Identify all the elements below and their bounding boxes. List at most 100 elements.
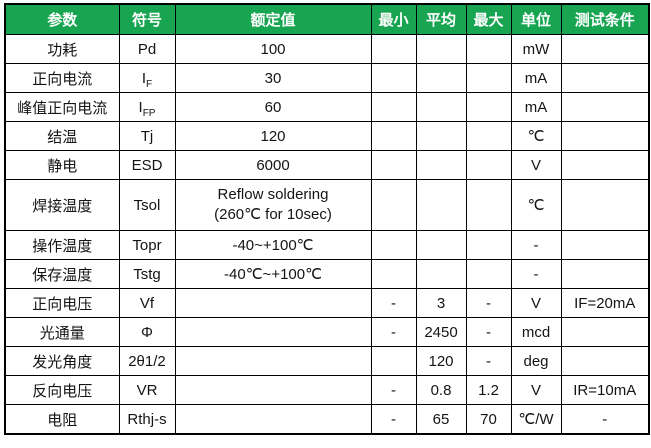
symbol-base: Topr: [132, 236, 162, 254]
param-cell: 保存温度: [4, 259, 120, 289]
symbol-base: Vf: [139, 294, 155, 312]
max-cell: 1.2: [465, 375, 512, 405]
param-cell: 光通量: [4, 317, 120, 347]
symbol-cell: ESD: [118, 150, 176, 180]
table-row: 焊接温度 Tsol Reflow soldering (260℃ for 10sec)…: [4, 179, 650, 231]
test-condition-cell: [560, 92, 650, 122]
symbol-base: I: [138, 98, 143, 116]
avg-cell: 65: [415, 404, 467, 435]
avg-cell: 120: [415, 346, 467, 376]
min-cell: [370, 63, 417, 93]
symbol-cell: VR: [118, 375, 176, 405]
rated-cell: [174, 288, 372, 318]
table-row: 反向电压 VR -0.8 1.2 V IR=10mA: [4, 375, 650, 405]
unit-cell: -: [510, 259, 562, 289]
test-condition-cell: [560, 34, 650, 64]
symbol-base: Tsol: [133, 196, 161, 214]
table-row: 操作温度 Topr -40~+100℃ -: [4, 230, 650, 260]
max-cell: [465, 150, 512, 180]
avg-cell: 3: [415, 288, 467, 318]
avg-cell: [415, 230, 467, 260]
symbol-cell: 2θ1/2: [118, 346, 176, 376]
symbol-cell: Tstg: [118, 259, 176, 289]
param-cell: 正向电流: [4, 63, 120, 93]
rated-cell: 120: [174, 121, 372, 151]
header-cell: 符号: [118, 3, 176, 35]
param-cell: 电阻: [4, 404, 120, 435]
unit-cell: mW: [510, 34, 562, 64]
header-cell: 额定值: [174, 3, 372, 35]
symbol-cell: Tsol: [118, 179, 176, 231]
header-row: 参数 符号 额定值 最小 平均 最大 单位 测试条件: [4, 3, 650, 35]
min-cell: [370, 179, 417, 231]
rated-cell: -40℃~+100℃: [174, 259, 372, 289]
rated-cell: 30: [174, 63, 372, 93]
min-cell: -: [370, 288, 417, 318]
avg-cell: [415, 92, 467, 122]
max-cell: [465, 92, 512, 122]
symbol-cell: Rthj-s: [118, 404, 176, 435]
unit-cell: V: [510, 375, 562, 405]
test-condition-cell: [560, 121, 650, 151]
test-condition-cell: [560, 317, 650, 347]
max-cell: [465, 179, 512, 231]
table-row: 峰值正向电流 IFP 60 mA: [4, 92, 650, 122]
rated-cell: Reflow soldering (260℃ for 10sec): [174, 179, 372, 231]
rated-cell: [174, 346, 372, 376]
min-cell: -: [370, 317, 417, 347]
avg-cell: [415, 150, 467, 180]
test-condition-cell: [560, 230, 650, 260]
rated-cell: -40~+100℃: [174, 230, 372, 260]
unit-cell: ℃: [510, 121, 562, 151]
unit-cell: deg: [510, 346, 562, 376]
max-cell: [465, 121, 512, 151]
symbol-cell: Tj: [118, 121, 176, 151]
avg-cell: [415, 63, 467, 93]
rated-value-line2: (260℃ for 10sec): [214, 206, 332, 223]
param-cell: 静电: [4, 150, 120, 180]
max-cell: [465, 259, 512, 289]
avg-cell: 2450: [415, 317, 467, 347]
symbol-base: I: [141, 69, 147, 87]
unit-cell: V: [510, 288, 562, 318]
symbol-subscript: F: [146, 78, 153, 90]
test-condition-cell: [560, 346, 650, 376]
rated-cell: [174, 375, 372, 405]
param-cell: 发光角度: [4, 346, 120, 376]
table-row: 结温 Tj 120 ℃: [4, 121, 650, 151]
symbol-cell: Topr: [118, 230, 176, 260]
test-condition-cell: [560, 179, 650, 231]
avg-cell: [415, 259, 467, 289]
min-cell: -: [370, 404, 417, 435]
header-cell: 单位: [510, 3, 562, 35]
max-cell: -: [465, 288, 512, 318]
max-cell: -: [465, 346, 512, 376]
symbol-cell: IF: [118, 63, 176, 93]
table-row: 光通量 Φ -2450- mcd: [4, 317, 650, 347]
led-spec-table: 参数 符号 额定值 最小 平均 最大 单位 测试条件 功耗 Pd 100 mW 正向电流 IF 30 mA 峰…: [4, 3, 650, 435]
symbol-base: VR: [136, 381, 158, 399]
test-condition-cell: [560, 63, 650, 93]
avg-cell: [415, 34, 467, 64]
header-cell: 测试条件: [560, 3, 650, 35]
min-cell: [370, 230, 417, 260]
rated-cell: 60: [174, 92, 372, 122]
min-cell: [370, 92, 417, 122]
param-cell: 功耗: [4, 34, 120, 64]
table-row: 保存温度 Tstg -40℃~+100℃ -: [4, 259, 650, 289]
param-cell: 峰值正向电流: [4, 92, 120, 122]
min-cell: [370, 346, 417, 376]
unit-cell: mcd: [510, 317, 562, 347]
symbol-base: ESD: [131, 156, 163, 174]
table-row: 静电 ESD 6000 V: [4, 150, 650, 180]
symbol-subscript: FP: [142, 107, 156, 119]
header-cell: 平均: [415, 3, 467, 35]
symbol-base: Pd: [137, 40, 157, 58]
symbol-cell: IFP: [118, 92, 176, 122]
header-cell: 最小: [370, 3, 417, 35]
unit-cell: ℃/W: [510, 404, 562, 435]
symbol-cell: Pd: [118, 34, 176, 64]
min-cell: [370, 121, 417, 151]
test-condition-cell: [560, 150, 650, 180]
header-cell: 最大: [465, 3, 512, 35]
